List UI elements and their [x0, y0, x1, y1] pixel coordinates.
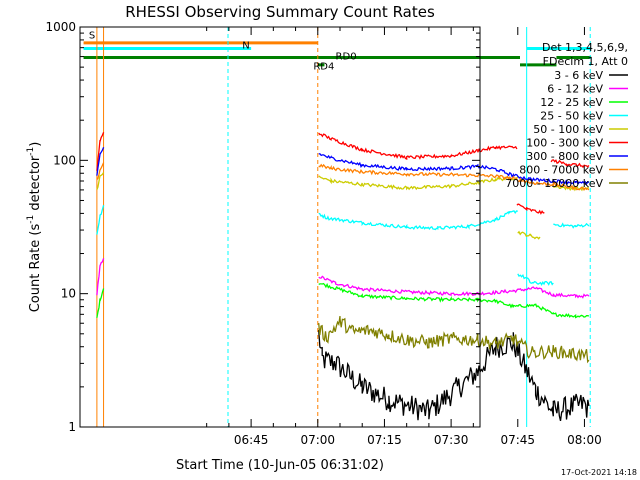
series-25-50-kev-line-0 — [96, 205, 105, 235]
y-axis-label-main: Count Rate (s — [28, 224, 43, 313]
series-50-100-kev-line-1 — [318, 175, 519, 191]
y-axis-label-sup2: -1 — [26, 147, 36, 156]
series-6-12-kev-line-1 — [318, 275, 590, 299]
y-tick-label-100: 100 — [53, 153, 76, 167]
series-3-6-kev-line-0 — [318, 330, 590, 422]
series-800-7000-kev-line-0 — [96, 162, 105, 180]
y-axis-label-end: ) — [28, 142, 43, 147]
x-tick-label-0700: 07:00 — [300, 433, 335, 447]
axes: 06:45 07:00 07:15 07:30 07:45 08:00 1 10 100 1000 — [45, 20, 601, 447]
series-800-7000-kev-line-1 — [318, 163, 590, 191]
legend-label-6-12-kev: 6 - 12 keV — [547, 83, 603, 96]
legend-label-100-300-kev: 100 - 300 keV — [526, 137, 603, 150]
legend-label-7000-15000-kev: 7000 - 15000 keV — [505, 177, 603, 190]
series-100-300-kev-line-2 — [516, 203, 545, 215]
footer-date: 17-Oct-2021 14:18 — [561, 468, 637, 477]
series-100-300-kev-line-0 — [96, 132, 105, 171]
legend-label-300-800-kev: 300 - 800 keV — [526, 150, 603, 163]
annotation-s: S — [89, 30, 95, 41]
annotation-rd0: RD0 — [336, 52, 357, 63]
series-100-300-kev-line-1 — [318, 132, 518, 160]
chart-title: RHESSI Observing Summary Count Rates — [125, 3, 435, 21]
series-100-300-kev-line-3 — [550, 159, 590, 169]
y-axis-label-sup1: -1 — [26, 215, 36, 224]
legend-header-detectors: Det 1,3,4,5,6,9, — [542, 41, 628, 54]
series-25-50-kev-line-1 — [318, 210, 518, 231]
series-25-50-kev-line-4 — [553, 222, 590, 229]
series-25-50-kev-line-2 — [517, 273, 532, 284]
x-tick-label-0745: 07:45 — [500, 433, 535, 447]
annotation-n: N — [242, 40, 249, 51]
x-axis-label: Start Time (10-Jun-05 06:31:02) — [176, 458, 384, 473]
legend-label-12-25-kev: 12 - 25 keV — [540, 96, 603, 109]
legend-label-50-100-kev: 50 - 100 keV — [533, 123, 603, 136]
legend-label-3-6-kev: 3 - 6 keV — [554, 69, 603, 82]
series-12-25-kev-line-1 — [318, 282, 590, 319]
x-tick-label-0730: 07:30 — [434, 433, 469, 447]
series-12-25-kev-line-0 — [96, 288, 105, 318]
y-axis-label-mid: detector — [28, 155, 43, 215]
y-axis-label: Count Rate (s-1 detector-1) — [26, 142, 43, 313]
legend-header-decimation: FDecim 1, Att 0 — [543, 55, 628, 68]
series-7000-15000-kev-line-0 — [318, 316, 590, 364]
series-6-12-kev-line-0 — [96, 258, 105, 296]
series-50-100-kev-line-0 — [96, 172, 105, 190]
y-tick-label-1000: 1000 — [45, 20, 76, 34]
series-300-800-kev-line-0 — [96, 146, 105, 176]
legend: Det 1,3,4,5,6,9, FDecim 1, Att 0 3 - 6 k… — [505, 41, 628, 190]
x-tick-label-0800: 08:00 — [567, 433, 602, 447]
x-tick-label-0645: 06:45 — [234, 433, 269, 447]
series-50-100-kev-line-2 — [517, 230, 541, 240]
series-300-800-kev-line-1 — [318, 153, 590, 186]
plot-frame — [79, 26, 481, 428]
legend-label-25-50-kev: 25 - 50 keV — [540, 110, 603, 123]
series-25-50-kev-line-3 — [530, 280, 554, 286]
x-tick-label-0715: 07:15 — [367, 433, 402, 447]
annotation-rd4: RD4 — [313, 62, 334, 73]
legend-label-800-7000-kev: 800 - 7000 keV — [519, 164, 603, 177]
y-tick-label-10: 10 — [61, 287, 76, 301]
y-tick-label-1: 1 — [68, 420, 76, 434]
